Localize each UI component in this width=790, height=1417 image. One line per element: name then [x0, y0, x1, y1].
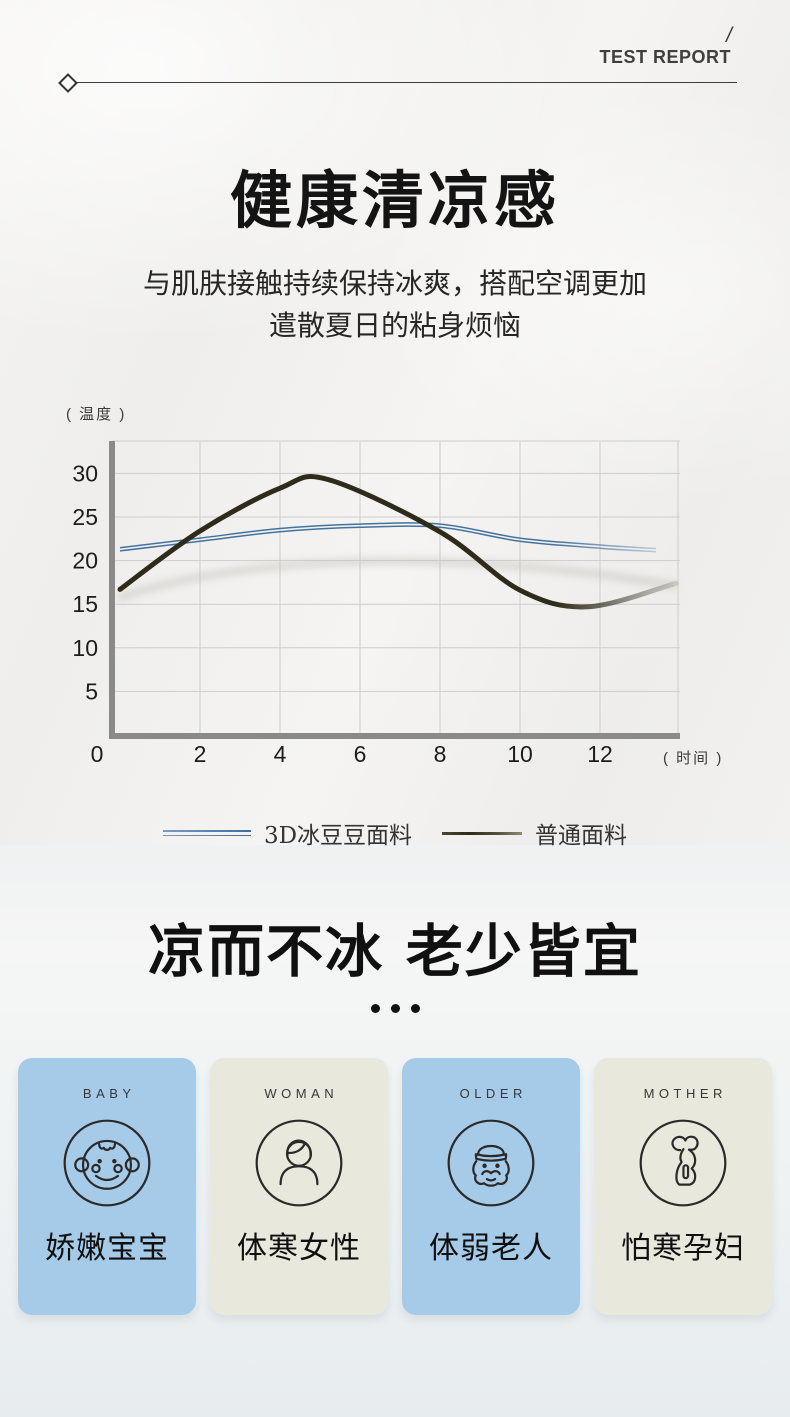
- card-older: OLDER 体弱老人: [402, 1058, 580, 1315]
- svg-text:12: 12: [587, 741, 613, 767]
- card-mother: MOTHER 怕寒孕妇: [594, 1058, 772, 1315]
- dots-divider: [0, 1004, 790, 1013]
- legend-line-normal-fabric-icon: [442, 831, 523, 835]
- legend-label-3d-fabric: 3D冰豆豆面料: [263, 823, 413, 849]
- temperature-line-chart: 30 25 20 15 10 5 0 2 4 6 8 10 12: [72, 440, 680, 767]
- page-title: 健康清凉感: [229, 164, 560, 237]
- chart-legend: 3D冰豆豆面料 普通面料: [0, 816, 790, 850]
- legend-item-normal-fabric: 普通面料: [442, 816, 627, 850]
- baby-face-icon: [63, 1119, 151, 1207]
- card-caption: BABY: [82, 1086, 136, 1101]
- svg-text:10: 10: [72, 635, 98, 661]
- card-woman: WOMAN 体寒女性: [210, 1058, 388, 1315]
- card-caption: OLDER: [459, 1086, 527, 1101]
- header-rule: [76, 82, 737, 83]
- svg-text:30: 30: [72, 460, 98, 486]
- subtitle-line-1: 与肌肤接触持续保持冰爽，搭配空调更加: [142, 267, 647, 300]
- svg-text:4: 4: [274, 741, 287, 767]
- svg-text:5: 5: [85, 678, 98, 704]
- svg-text:10: 10: [507, 741, 533, 767]
- card-label: 体寒女性: [237, 1231, 361, 1266]
- svg-text:25: 25: [72, 504, 98, 530]
- woman-icon: [255, 1119, 343, 1207]
- y-axis-unit-label: ( 温度 ): [66, 406, 127, 423]
- card-label: 娇嫩宝宝: [45, 1231, 169, 1266]
- x-axis-unit-label: ( 时间 ): [663, 750, 724, 767]
- audience-cards: BABY 娇嫩宝宝 WOMAN: [18, 1058, 772, 1315]
- card-caption: WOMAN: [264, 1086, 339, 1101]
- pregnant-woman-icon: [639, 1119, 727, 1207]
- page-subtitle: 与肌肤接触持续保持冰爽，搭配空调更加 遣散夏日的粘身烦恼: [0, 263, 790, 347]
- legend-label-normal-fabric: 普通面料: [535, 823, 628, 849]
- chart-axes: [109, 441, 680, 739]
- card-baby: BABY 娇嫩宝宝: [18, 1058, 196, 1315]
- svg-text:2: 2: [194, 741, 207, 767]
- card-caption: MOTHER: [643, 1086, 727, 1101]
- test-report-label: TEST REPORT: [599, 47, 731, 67]
- svg-text:8: 8: [434, 741, 447, 767]
- subtitle-line-2: 遣散夏日的粘身烦恼: [268, 309, 521, 342]
- chart-tick-labels: 30 25 20 15 10 5 0 2 4 6 8 10 12: [72, 460, 612, 767]
- top-section-background: [0, 0, 790, 845]
- legend-item-3d-fabric: 3D冰豆豆面料: [162, 816, 413, 850]
- section-title-all-ages: 凉而不冰 老少皆宜: [148, 918, 642, 985]
- svg-text:0: 0: [91, 741, 104, 767]
- chart-gridlines: [112, 440, 680, 733]
- card-label: 体弱老人: [429, 1231, 553, 1266]
- svg-text:15: 15: [72, 591, 98, 617]
- legend-line-3d-fabric-icon: [162, 829, 251, 837]
- older-man-icon: [447, 1119, 535, 1207]
- svg-text:6: 6: [354, 741, 367, 767]
- slash-mark: /: [726, 24, 732, 47]
- card-label: 怕寒孕妇: [621, 1231, 745, 1266]
- chart-shadow-arc: [116, 556, 677, 603]
- svg-text:20: 20: [72, 548, 98, 574]
- chart-curves: [117, 474, 679, 610]
